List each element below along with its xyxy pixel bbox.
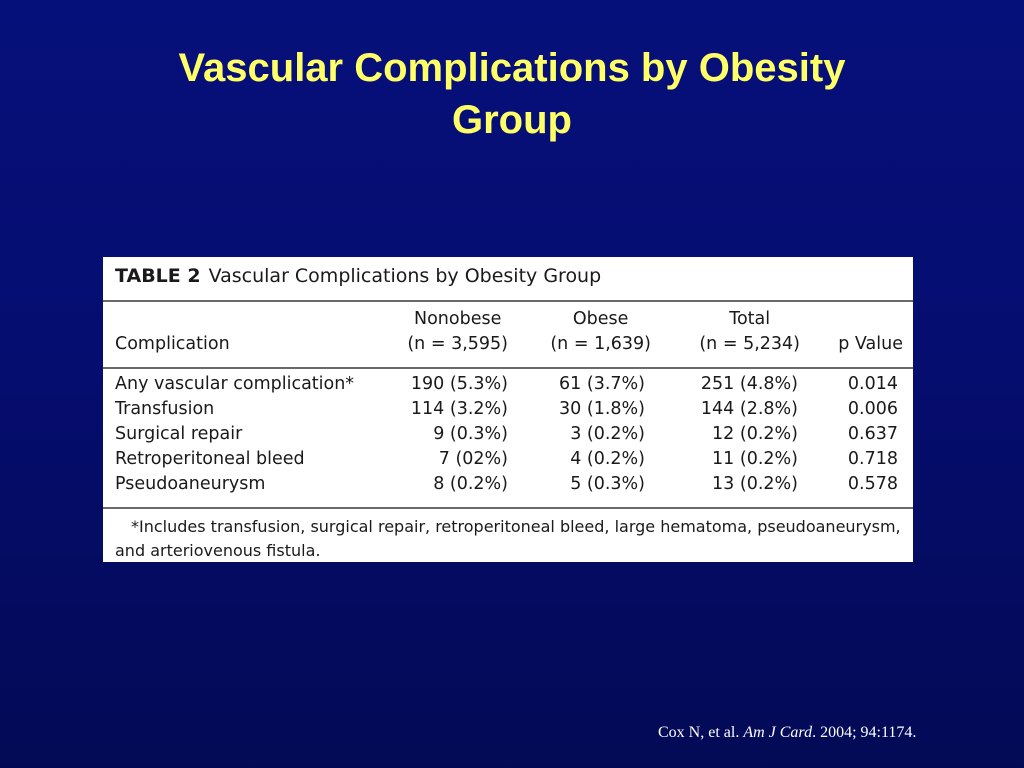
row-p-value: 0.718 xyxy=(847,449,898,469)
table-label: TABLE 2 xyxy=(115,265,201,287)
column-header-obese-n: (n = 1,639) xyxy=(550,334,651,354)
column-header-complication: Complication xyxy=(115,334,230,354)
header-bottom-rule xyxy=(103,367,913,369)
citation-journal: Am J Card xyxy=(743,724,813,741)
citation-details: . 2004; 94:1174. xyxy=(812,724,917,741)
row-complication: Retroperitoneal bleed xyxy=(115,449,305,469)
column-header-total-n: (n = 5,234) xyxy=(699,334,800,354)
row-nonobese: 190 (5.3%) xyxy=(410,374,508,394)
slide-title: Vascular Complications by Obesity Group xyxy=(0,42,1024,146)
row-total: 13 (0.2%) xyxy=(712,474,798,494)
row-complication: Pseudoaneurysm xyxy=(115,474,266,494)
body-bottom-rule xyxy=(103,507,913,509)
row-total: 11 (0.2%) xyxy=(712,449,798,469)
row-obese: 30 (1.8%) xyxy=(559,399,645,419)
row-complication: Any vascular complication* xyxy=(115,374,355,394)
row-p-value: 0.014 xyxy=(847,374,898,394)
row-nonobese: 8 (0.2%) xyxy=(433,474,508,494)
slide-title-line-1: Vascular Complications by Obesity xyxy=(178,46,846,90)
row-nonobese: 9 (0.3%) xyxy=(433,424,508,444)
header-top-rule xyxy=(103,300,913,302)
column-header-total-label: Total xyxy=(729,309,771,329)
row-total: 12 (0.2%) xyxy=(712,424,798,444)
row-obese: 5 (0.3%) xyxy=(570,474,645,494)
column-header-nonobese: Nonobese (n = 3,595) xyxy=(407,307,508,357)
slide-title-line-2: Group xyxy=(452,98,572,142)
row-p-value: 0.637 xyxy=(847,424,898,444)
row-obese: 61 (3.7%) xyxy=(559,374,645,394)
row-p-value: 0.578 xyxy=(847,474,898,494)
table-image: TABLE 2 Vascular Complications by Obesity… xyxy=(103,257,913,562)
table-footnote: *Includes transfusion, surgical repair, … xyxy=(115,517,901,560)
row-total: 251 (4.8%) xyxy=(700,374,798,394)
table-caption-text: Vascular Complications by Obesity Group xyxy=(208,265,602,287)
row-complication: Surgical repair xyxy=(115,424,243,444)
row-complication: Transfusion xyxy=(115,399,215,419)
row-total: 144 (2.8%) xyxy=(700,399,798,419)
row-nonobese: 7 (02%) xyxy=(438,449,508,469)
column-header-obese: Obese (n = 1,639) xyxy=(550,307,651,357)
column-header-p-value: p Value xyxy=(838,334,903,354)
citation: Cox N, et al. Am J Card. 2004; 94:1174. xyxy=(658,724,916,742)
row-p-value: 0.006 xyxy=(847,399,898,419)
table-caption: TABLE 2 Vascular Complications by Obesity… xyxy=(115,265,601,287)
column-header-total: Total (n = 5,234) xyxy=(699,307,800,357)
row-nonobese: 114 (3.2%) xyxy=(410,399,508,419)
column-header-obese-label: Obese xyxy=(572,309,629,329)
citation-authors: Cox N, et al. xyxy=(658,724,744,741)
column-header-nonobese-n: (n = 3,595) xyxy=(407,334,508,354)
row-obese: 4 (0.2%) xyxy=(570,449,645,469)
column-header-nonobese-label: Nonobese xyxy=(414,309,502,329)
row-obese: 3 (0.2%) xyxy=(570,424,645,444)
